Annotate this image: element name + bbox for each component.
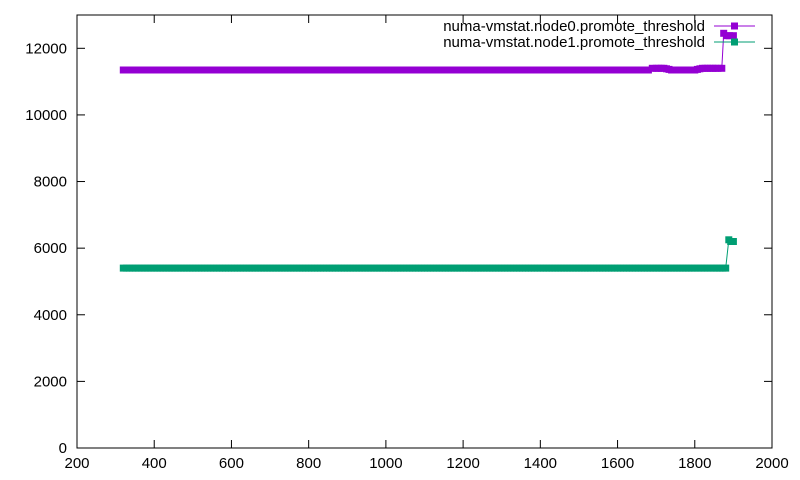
x-tick-label: 400 <box>142 455 167 472</box>
legend-item-1: numa-vmstat.node1.promote_threshold <box>443 34 755 51</box>
y-tick-label: 10000 <box>25 107 67 124</box>
y-axis: 0 2000 4000 6000 8000 10000 12000 <box>25 40 772 457</box>
legend-label: numa-vmstat.node0.promote_threshold <box>443 18 705 35</box>
legend-marker <box>731 38 738 46</box>
legend-item-0: numa-vmstat.node0.promote_threshold <box>443 18 755 35</box>
data-point <box>718 64 726 72</box>
data-point <box>714 64 722 72</box>
x-axis: 200 400 600 800 1000 1200 1400 1600 1800 2000 <box>64 15 789 472</box>
data-point <box>722 264 730 272</box>
y-tick-label: 6000 <box>34 240 67 257</box>
x-tick-label: 1200 <box>446 455 479 472</box>
x-tick-label: 1800 <box>678 455 711 472</box>
x-tick-label: 2000 <box>755 455 788 472</box>
series-1 <box>119 236 737 272</box>
y-tick-label: 0 <box>59 440 67 457</box>
x-tick-label: 1600 <box>601 455 634 472</box>
legend: numa-vmstat.node0.promote_thresholdnuma-… <box>443 18 755 51</box>
data-point <box>726 32 733 40</box>
x-tick-label: 1400 <box>524 455 557 472</box>
legend-marker <box>731 22 738 30</box>
y-tick-label: 8000 <box>34 174 67 191</box>
series-layer <box>119 29 737 272</box>
y-tick-label: 12000 <box>25 40 67 57</box>
data-point <box>644 66 652 74</box>
x-tick-label: 800 <box>296 455 321 472</box>
plot-frame <box>76 14 773 449</box>
x-tick-label: 200 <box>64 455 89 472</box>
x-tick-label: 1000 <box>369 455 402 472</box>
series-0 <box>119 29 737 74</box>
series-line <box>123 238 734 269</box>
data-point <box>729 32 737 40</box>
data-point <box>729 238 737 245</box>
y-tick-label: 4000 <box>34 307 67 324</box>
legend-label: numa-vmstat.node1.promote_threshold <box>443 34 705 51</box>
data-point <box>648 64 656 72</box>
x-tick-label: 600 <box>219 455 244 472</box>
y-tick-label: 2000 <box>34 373 67 390</box>
